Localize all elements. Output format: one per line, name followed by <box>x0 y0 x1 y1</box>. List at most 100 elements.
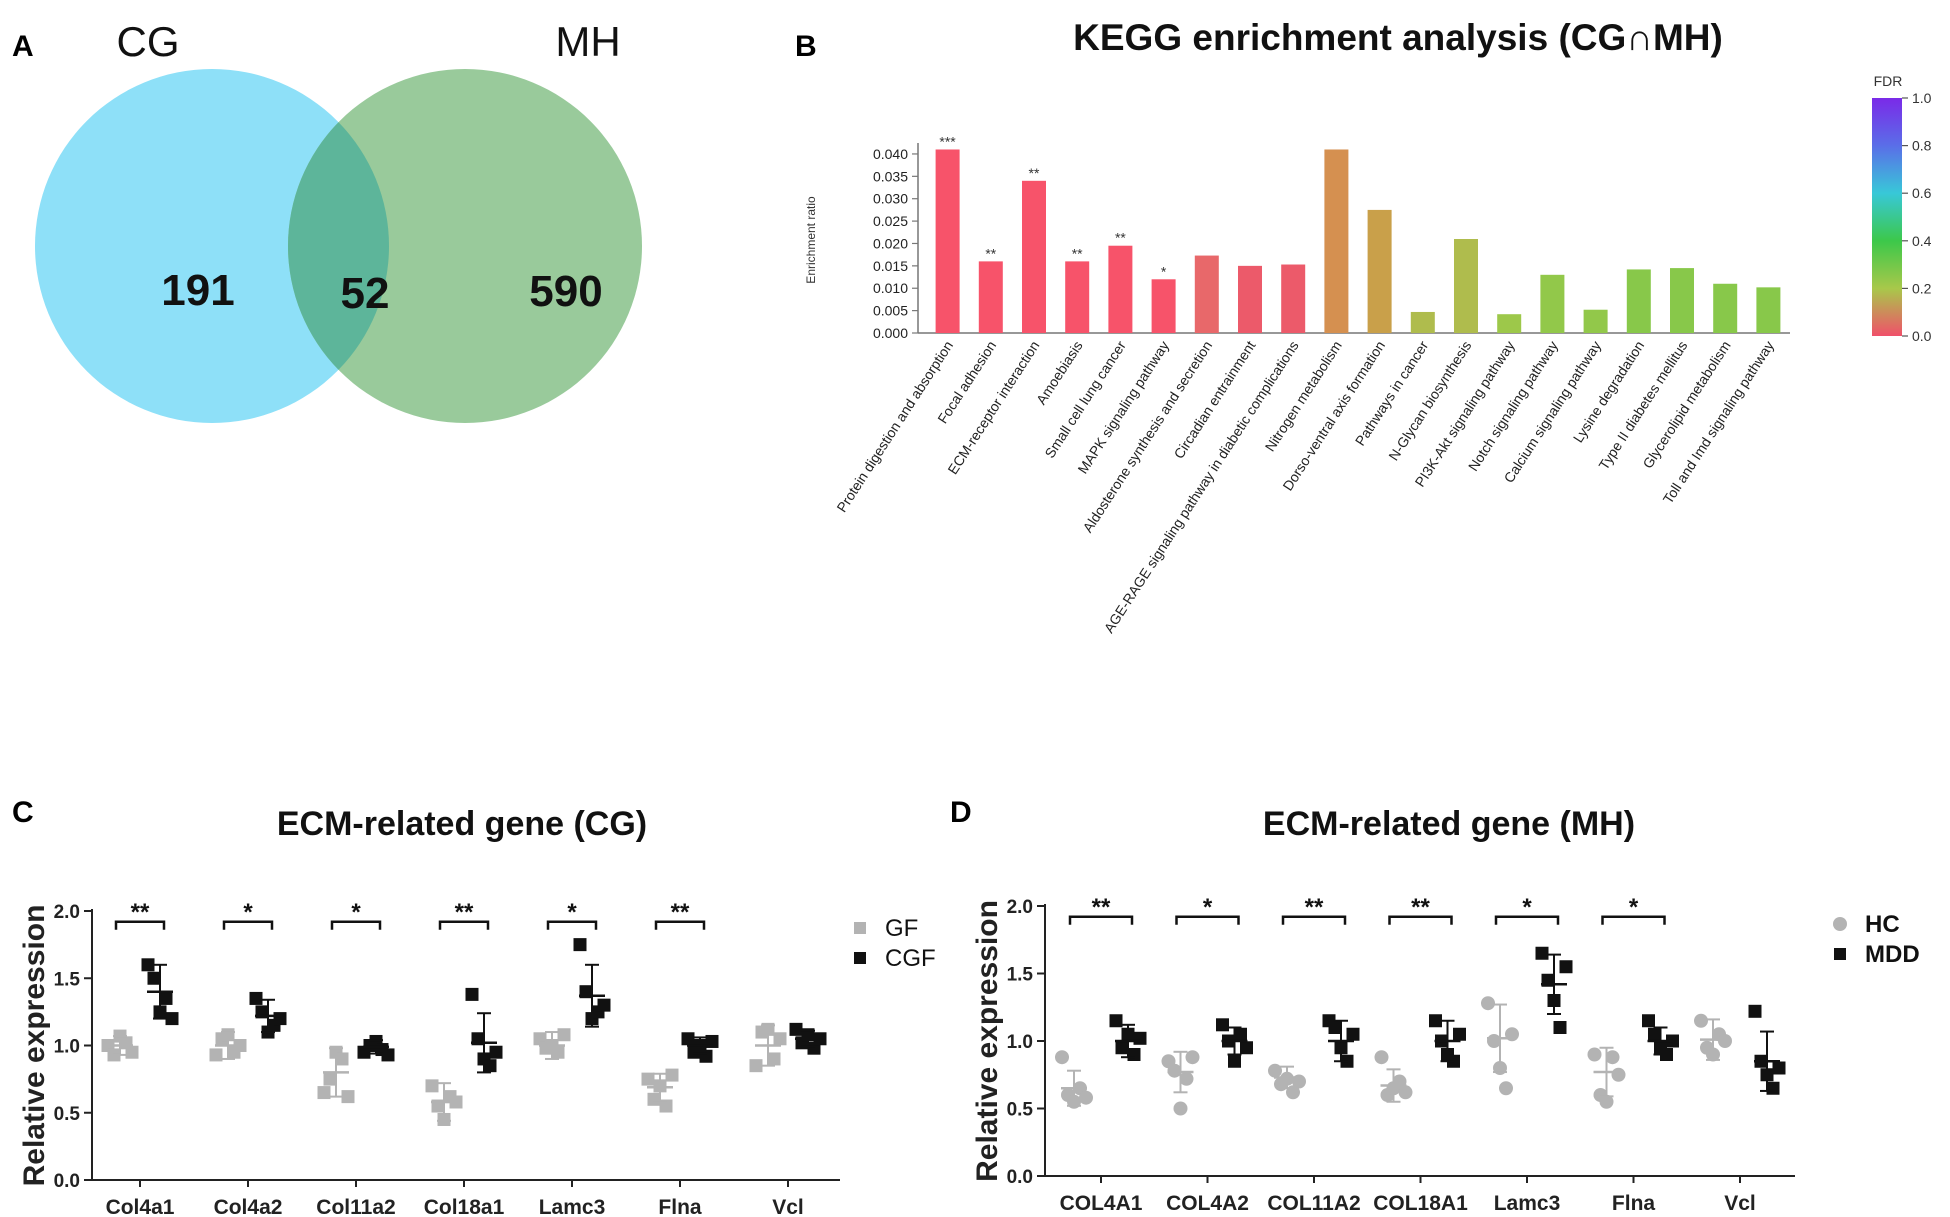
significance-bracket <box>546 920 598 930</box>
data-point <box>597 998 611 1012</box>
data-point <box>381 1048 395 1062</box>
kegg-bar <box>1324 149 1349 333</box>
data-point <box>1605 1050 1620 1065</box>
legend-marker <box>854 922 866 934</box>
x-tick-label: Col4a2 <box>214 1196 283 1217</box>
y-tick-label: 2.0 <box>54 902 80 923</box>
panel-a: A CG MH 191 52 590 <box>12 18 642 423</box>
significance-label: * <box>1522 894 1532 921</box>
data-point <box>147 971 161 985</box>
kegg-y-tick-label: 0.000 <box>873 325 908 341</box>
legend-label: HC <box>1865 911 1900 938</box>
significance-label: ** <box>671 899 690 926</box>
kegg-significance: ** <box>985 245 996 261</box>
colorbar-tick-label: 0.4 <box>1912 233 1932 249</box>
kegg-x-tick-label: Small cell lung cancer <box>1041 338 1129 461</box>
data-point <box>1115 1041 1129 1055</box>
x-tick-label: Vcl <box>1724 1192 1756 1215</box>
x-tick-label: COL11A2 <box>1267 1192 1360 1215</box>
y-tick-label: 1.5 <box>1007 965 1034 986</box>
kegg-y-label: Enrichment ratio <box>804 196 818 284</box>
y-tick-label: 0.5 <box>54 1104 81 1125</box>
x-tick-label: Flna <box>658 1196 701 1217</box>
x-tick-label: COL18A1 <box>1373 1192 1468 1215</box>
y-tick-label: 1.0 <box>1007 1032 1033 1053</box>
data-point <box>1772 1061 1786 1075</box>
panel-d-letter: D <box>950 796 972 829</box>
legend-label: GF <box>885 915 918 942</box>
kegg-x-tick-label: Nitrogen metabolism <box>1262 338 1345 454</box>
data-point <box>1694 1013 1708 1028</box>
data-point <box>141 958 155 972</box>
venn-count-mh: 590 <box>529 267 602 316</box>
data-point <box>1535 946 1549 960</box>
kegg-significance: ** <box>1115 230 1126 246</box>
data-point <box>1234 1027 1247 1041</box>
significance-bracket <box>330 920 382 930</box>
data-point <box>665 1068 679 1082</box>
data-point <box>1167 1063 1182 1078</box>
venn-intersection <box>288 122 389 370</box>
significance-bracket <box>1281 915 1347 925</box>
kegg-bar <box>1454 239 1478 333</box>
data-point <box>557 1028 571 1042</box>
kegg-y-tick-label: 0.020 <box>873 235 908 251</box>
data-point <box>273 1012 287 1026</box>
kegg-significance: * <box>1161 263 1167 279</box>
kegg-bar <box>1151 279 1176 333</box>
data-point <box>1453 1027 1466 1041</box>
colorbar-tick-label: 0.0 <box>1912 328 1932 344</box>
colorbar-ticks: 0.0 0.2 0.4 0.6 0.8 1.0 <box>1902 90 1932 344</box>
data-point <box>1429 1014 1442 1028</box>
data-point <box>1374 1050 1389 1065</box>
kegg-bar <box>1497 314 1522 333</box>
significance-bracket <box>1601 915 1666 925</box>
kegg-bar <box>1367 209 1392 333</box>
data-point <box>1268 1063 1282 1078</box>
kegg-significance: ** <box>1072 245 1083 261</box>
y-axis-label: Relative expression <box>18 905 51 1187</box>
kegg-bar <box>1194 255 1219 333</box>
kegg-bar <box>1540 274 1565 333</box>
significance-bracket <box>1388 915 1453 925</box>
venn-label-mh: MH <box>555 18 620 65</box>
kegg-bar <box>1065 261 1090 333</box>
data-point <box>323 1072 337 1086</box>
data-point <box>1718 1034 1732 1048</box>
data-point <box>465 987 479 1001</box>
significance-label: ** <box>455 899 474 926</box>
kegg-y-tick-label: 0.005 <box>873 303 908 319</box>
panel-a-letter: A <box>12 30 34 63</box>
data-point <box>341 1090 355 1104</box>
y-tick-label: 2.0 <box>1007 897 1033 918</box>
data-point <box>125 1045 139 1059</box>
data-point <box>1766 1081 1780 1095</box>
legend-marker <box>1834 948 1846 960</box>
data-point <box>1216 1018 1229 1032</box>
venn-count-cg: 191 <box>161 266 234 315</box>
cg-title: ECM-related gene (CG) <box>277 805 647 843</box>
mh-title: ECM-related gene (MH) <box>1263 805 1635 843</box>
data-point <box>1499 1081 1513 1096</box>
data-point <box>749 1059 763 1073</box>
significance-bracket <box>114 920 166 930</box>
legend-marker <box>854 952 866 964</box>
data-point <box>1185 1050 1200 1065</box>
x-tick-label: Col18a1 <box>424 1196 505 1217</box>
kegg-bar <box>1583 309 1608 333</box>
kegg-axes: 0.000 0.005 0.010 0.015 0.020 0.025 0.030 0.035… <box>873 143 1790 341</box>
data-point <box>773 1032 787 1046</box>
data-point <box>551 1045 565 1059</box>
data-point <box>335 1052 349 1066</box>
kegg-bar <box>1713 283 1738 333</box>
data-point <box>1173 1101 1188 1116</box>
significance-label: ** <box>131 899 150 926</box>
legend-marker <box>1833 917 1847 931</box>
colorbar-tick-label: 0.2 <box>1912 280 1932 296</box>
y-tick-label: 0.5 <box>1007 1100 1034 1121</box>
legend-label: MDD <box>1865 941 1920 968</box>
data-point <box>1587 1047 1602 1062</box>
legend-label: CGF <box>885 945 936 972</box>
